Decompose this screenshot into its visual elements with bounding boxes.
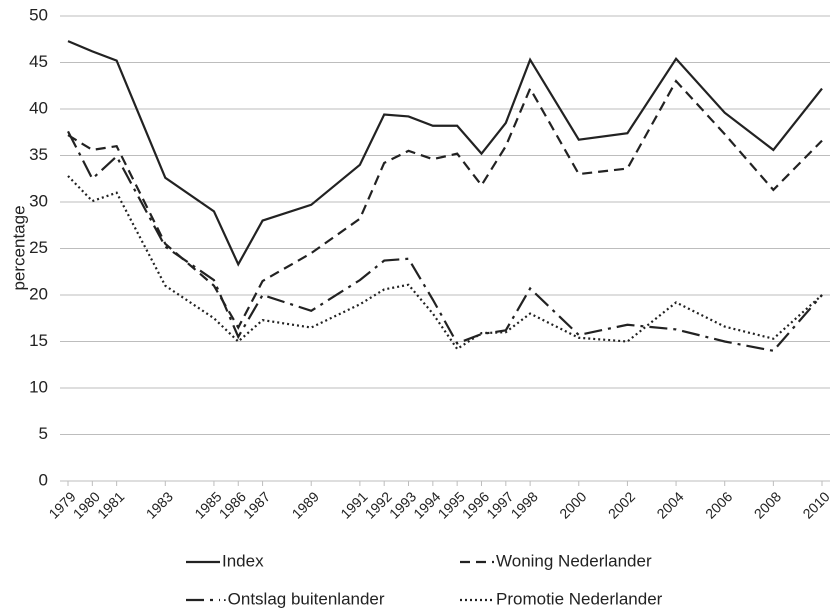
legend-label: Promotie Nederlander: [496, 589, 663, 608]
y-axis-label: percentage: [9, 205, 28, 290]
series-line: [67, 79, 823, 330]
legend-label: ·Ontslag buitenlander: [222, 589, 385, 608]
x-tick-label: 2006: [702, 488, 735, 521]
x-tick-label: 2004: [653, 488, 686, 521]
y-tick-label: 15: [29, 331, 48, 350]
x-tick-label: 1983: [143, 488, 176, 521]
x-tick-label: 1981: [94, 488, 127, 521]
y-tick-label: 50: [29, 5, 48, 24]
y-tick-label: 20: [29, 284, 48, 303]
x-tick-label: 1998: [508, 488, 541, 521]
y-tick-label: 5: [39, 424, 48, 443]
x-tick-label: 1989: [289, 488, 322, 521]
y-tick-label: 35: [29, 145, 48, 164]
legend-label: Index: [222, 551, 264, 570]
legend-label: Woning Nederlander: [496, 551, 652, 570]
x-tick-label: 2002: [605, 488, 638, 521]
x-tick-label: 1987: [240, 488, 273, 521]
x-tick-label: 2008: [751, 488, 784, 521]
y-tick-label: 45: [29, 52, 48, 71]
y-tick-label: 25: [29, 238, 48, 257]
y-tick-label: 10: [29, 377, 48, 396]
series-line: [67, 175, 823, 351]
series-line: [67, 130, 823, 352]
y-tick-label: 40: [29, 98, 48, 117]
y-tick-label: 0: [39, 470, 48, 489]
x-tick-label: 2010: [799, 488, 832, 521]
x-tick-label: 2000: [556, 488, 589, 521]
y-tick-label: 30: [29, 191, 48, 210]
series-line: [67, 40, 823, 267]
